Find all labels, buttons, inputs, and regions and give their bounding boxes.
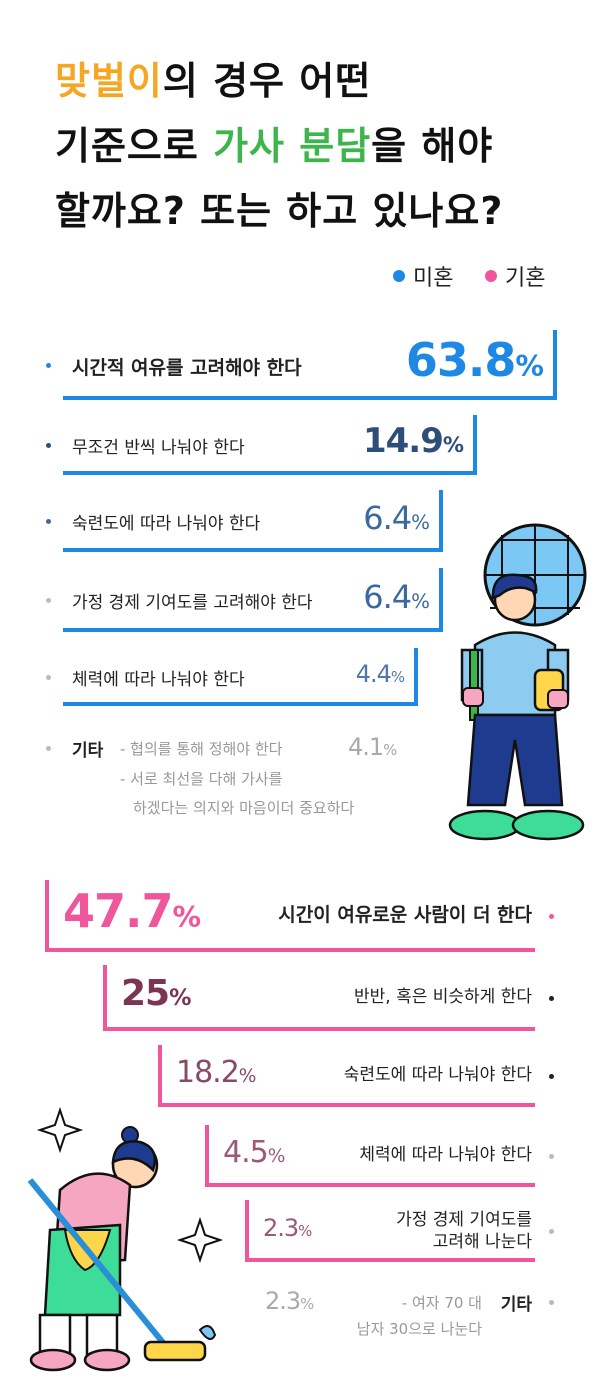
value-number: 6.4	[363, 498, 412, 537]
item-label: 숙련도에 따라 나눠야 한다	[72, 514, 261, 534]
bracket-bar	[103, 965, 535, 1031]
other-note: - 서로 최선을 다해 가사를	[120, 770, 283, 788]
bullet	[46, 598, 51, 603]
value-unit: %	[390, 668, 405, 687]
value-number: 2.3	[263, 1214, 299, 1243]
item-label: 시간적 여유를 고려해야 한다	[72, 357, 302, 379]
bullet	[549, 996, 554, 1001]
item-value: 4.4%	[355, 660, 405, 689]
title-line: 맞벌이의 경우 어떤	[55, 50, 371, 105]
bracket-bar	[63, 490, 443, 552]
bracket-bar	[45, 880, 535, 952]
title-segment: 맞벌이	[55, 59, 163, 103]
item-label: 무조건 반씩 나눠야 한다	[72, 438, 245, 458]
bullet	[549, 1074, 554, 1079]
bullet	[46, 675, 51, 680]
legend-dot	[393, 270, 405, 282]
bullet	[46, 443, 51, 448]
value-unit: %	[411, 510, 430, 534]
woman-illustration	[27, 1106, 224, 1372]
value-unit: %	[383, 741, 397, 759]
bullet	[549, 1154, 554, 1159]
bracket-bar	[158, 1045, 535, 1107]
title-line: 할까요? 또는 하고 있나요?	[55, 180, 503, 235]
item-label: 체력에 따라 나눠야 한다	[359, 1145, 532, 1165]
value-unit: %	[515, 349, 544, 383]
bracket-bar	[205, 1125, 535, 1187]
bullet	[549, 1229, 554, 1234]
value-unit: %	[442, 432, 464, 458]
bullet	[46, 746, 51, 751]
value-number: 4.1	[348, 733, 384, 761]
item-value: 6.4%	[363, 498, 430, 537]
other-note: 하겠다는 의지와 마음이더 중요하다	[133, 799, 355, 817]
value-number: 2.3	[265, 1287, 301, 1315]
legend-label: 미혼	[413, 266, 454, 291]
value-number: 18.2	[176, 1055, 240, 1090]
value-number: 25	[121, 972, 170, 1014]
value-unit: %	[298, 1222, 312, 1241]
title-segment: 기준으로	[55, 124, 214, 168]
other-value: 4.1%	[348, 733, 397, 761]
item-label: 시간이 여유로운 사람이 더 한다	[278, 904, 532, 926]
item-value: 6.4%	[363, 577, 430, 616]
other-label: 기타	[500, 1295, 532, 1315]
item-value: 4.5%	[223, 1135, 286, 1170]
title-segment: 의 경우 어떤	[162, 59, 372, 103]
item-label: 가정 경제 기여도를 고려해야 한다	[72, 593, 313, 613]
legend-dot	[485, 270, 497, 282]
value-unit: %	[411, 589, 430, 613]
item-value: 25%	[121, 972, 191, 1014]
bracket-bar	[63, 568, 443, 632]
item-label: 체력에 따라 나눠야 한다	[72, 670, 245, 690]
item-value: 14.9%	[362, 421, 464, 462]
value-unit: %	[169, 984, 191, 1011]
bracket-bar	[63, 648, 418, 706]
other-note: - 협의를 통해 정해야 한다	[120, 740, 283, 758]
bracket-bar	[63, 330, 557, 400]
value-number: 4.5	[223, 1135, 269, 1170]
item-label: 가정 경제 기여도를 고려해 나눈다	[396, 1210, 532, 1252]
title-line: 기준으로 가사 분담을 해야	[55, 115, 493, 170]
other-note: 남자 30으로 나눈다	[356, 1320, 482, 1338]
legend-label: 기혼	[505, 266, 546, 291]
value-unit: %	[300, 1295, 314, 1313]
title-segment: 가사 분담	[213, 124, 372, 168]
title-segment: 할까요? 또는 하고 있나요?	[55, 189, 504, 233]
bracket-bar	[63, 415, 477, 475]
value-number: 63.8	[405, 332, 516, 387]
other-note: - 여자 70 대	[401, 1294, 482, 1312]
title-segment: 을 해야	[371, 124, 494, 168]
value-unit: %	[238, 1066, 257, 1087]
value-unit: %	[267, 1146, 286, 1167]
bullet	[46, 363, 51, 368]
value-unit: %	[172, 900, 202, 934]
bracket-bar	[245, 1200, 535, 1262]
item-value: 18.2%	[176, 1055, 257, 1090]
value-number: 47.7	[63, 883, 173, 938]
man-illustration	[448, 523, 587, 841]
item-value: 2.3%	[263, 1214, 312, 1243]
value-number: 6.4	[363, 577, 412, 616]
value-number: 14.9	[362, 421, 444, 462]
other-label: 기타	[72, 741, 104, 761]
bullet	[549, 1300, 554, 1305]
item-label: 숙련도에 따라 나눠야 한다	[343, 1065, 532, 1085]
value-number: 4.4	[355, 660, 392, 689]
item-value: 63.8%	[405, 332, 544, 387]
bullet	[46, 519, 51, 524]
item-value: 47.7%	[63, 883, 202, 938]
item-label: 반반, 혹은 비슷하게 한다	[353, 987, 532, 1007]
other-value: 2.3%	[265, 1287, 314, 1315]
bullet	[549, 914, 554, 919]
